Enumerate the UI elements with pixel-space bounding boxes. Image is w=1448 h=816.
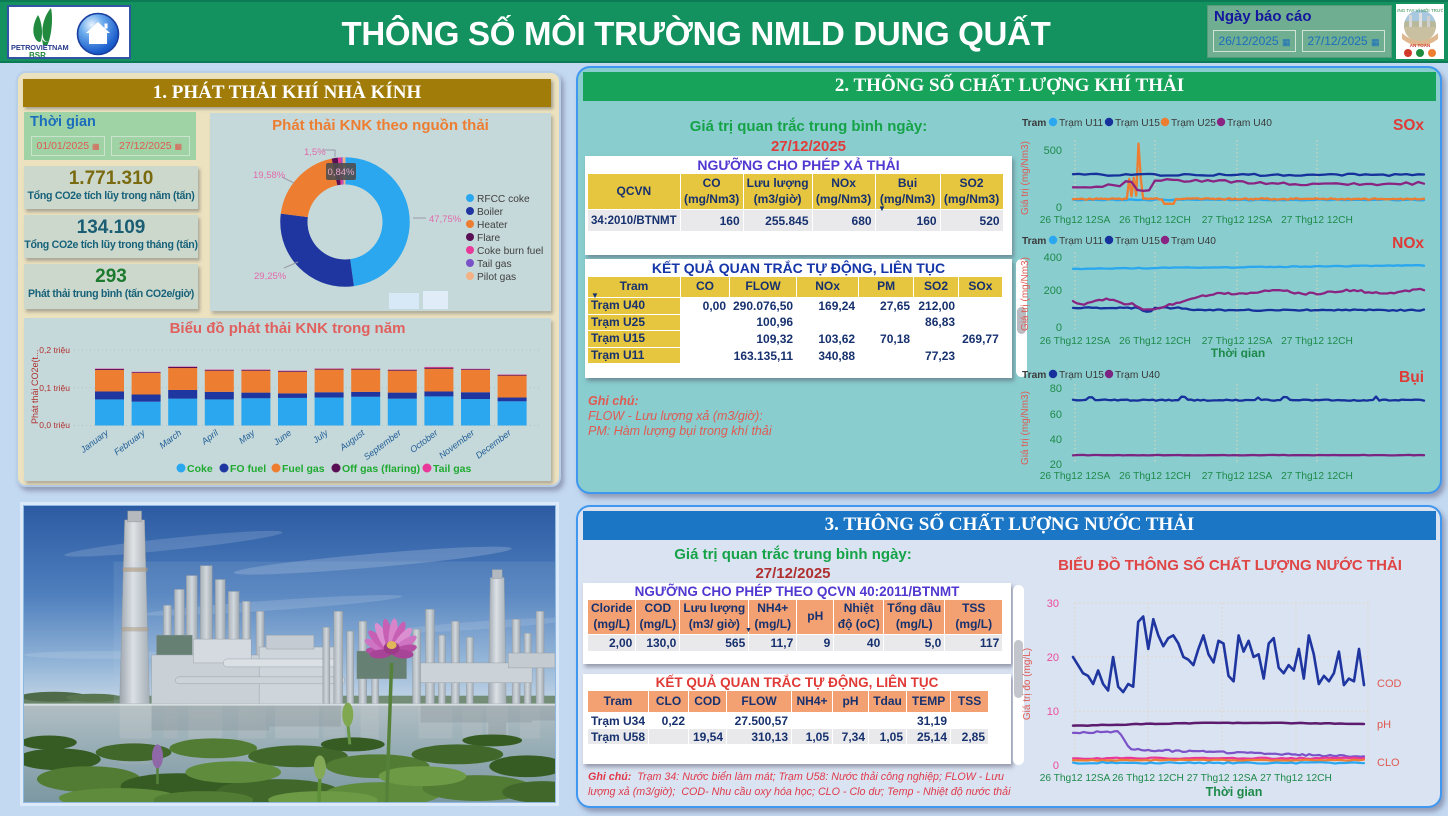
svg-text:September: September bbox=[362, 427, 404, 462]
svg-text:November: November bbox=[437, 427, 477, 461]
svg-text:CHUNG TAY VÌ MÔI TRƯỜNG: CHUNG TAY VÌ MÔI TRƯỜNG bbox=[1397, 7, 1443, 13]
svg-text:Boiler: Boiler bbox=[477, 207, 504, 218]
svg-text:20: 20 bbox=[1050, 459, 1062, 471]
svg-text:February: February bbox=[112, 427, 147, 457]
svg-text:Tram: Tram bbox=[1022, 236, 1046, 247]
svg-text:Trạm U25: Trạm U25 bbox=[1171, 118, 1216, 129]
svg-text:26 Thg12 12CH: 26 Thg12 12CH bbox=[1119, 215, 1191, 226]
svg-text:Giá trị (mg/Nm3): Giá trị (mg/Nm3) bbox=[1020, 391, 1031, 465]
svg-text:FO fuel: FO fuel bbox=[230, 463, 266, 475]
svg-text:Trạm U15: Trạm U15 bbox=[1059, 370, 1104, 381]
svg-text:40: 40 bbox=[1050, 434, 1062, 446]
svg-text:PETROVIETNAM: PETROVIETNAM bbox=[11, 43, 69, 52]
svg-text:Heater: Heater bbox=[477, 220, 508, 231]
svg-text:0: 0 bbox=[1056, 322, 1062, 334]
svg-text:Giá trị (mg/Nm3): Giá trị (mg/Nm3) bbox=[1020, 141, 1031, 215]
svg-text:Tail gas: Tail gas bbox=[433, 463, 471, 475]
svg-text:1,5%: 1,5% bbox=[304, 147, 326, 158]
svg-text:Fuel gas: Fuel gas bbox=[282, 463, 325, 475]
svg-text:27 Thg12 12CH: 27 Thg12 12CH bbox=[1281, 471, 1353, 482]
svg-text:0,2 triệu: 0,2 triệu bbox=[39, 345, 70, 355]
svg-text:December: December bbox=[474, 427, 514, 461]
svg-text:Pilot gas: Pilot gas bbox=[477, 272, 516, 283]
svg-text:60: 60 bbox=[1050, 409, 1062, 421]
svg-text:June: June bbox=[271, 428, 293, 448]
svg-text:April: April bbox=[199, 427, 221, 447]
svg-text:0: 0 bbox=[1056, 202, 1062, 214]
svg-text:26 Thg12 12CH: 26 Thg12 12CH bbox=[1112, 773, 1184, 784]
svg-text:400: 400 bbox=[1044, 252, 1062, 264]
svg-text:30: 30 bbox=[1047, 598, 1059, 610]
svg-text:26 Thg12 12SA: 26 Thg12 12SA bbox=[1040, 215, 1111, 226]
svg-text:October: October bbox=[408, 427, 440, 455]
svg-text:26 Thg12 12CH: 26 Thg12 12CH bbox=[1119, 471, 1191, 482]
svg-text:Trạm U11: Trạm U11 bbox=[1059, 118, 1103, 129]
svg-text:Phát thải CO2e(t...: Phát thải CO2e(t... bbox=[30, 349, 40, 424]
svg-text:27 Thg12 12SA: 27 Thg12 12SA bbox=[1187, 773, 1258, 784]
svg-text:26 Thg12 12CH: 26 Thg12 12CH bbox=[1119, 336, 1191, 347]
svg-text:Trạm U15: Trạm U15 bbox=[1115, 236, 1160, 247]
svg-text:200: 200 bbox=[1044, 285, 1062, 297]
svg-text:Off gas (flaring): Off gas (flaring) bbox=[342, 463, 420, 475]
svg-text:Thời gian: Thời gian bbox=[1211, 346, 1266, 358]
svg-text:Coke burn fuel: Coke burn fuel bbox=[477, 246, 543, 257]
svg-text:27 Thg12 12CH: 27 Thg12 12CH bbox=[1281, 336, 1353, 347]
svg-text:March: March bbox=[157, 428, 183, 451]
svg-text:Trạm U40: Trạm U40 bbox=[1171, 236, 1216, 247]
svg-text:Trạm U11: Trạm U11 bbox=[1059, 236, 1103, 247]
svg-text:27 Thg12 12SA: 27 Thg12 12SA bbox=[1202, 215, 1273, 226]
svg-text:27 Thg12 12SA: 27 Thg12 12SA bbox=[1202, 471, 1273, 482]
svg-text:BSR: BSR bbox=[29, 51, 46, 57]
svg-text:Tram: Tram bbox=[1022, 118, 1046, 129]
svg-text:Tram: Tram bbox=[1022, 370, 1046, 381]
svg-text:Giá trị (mg/Nm3): Giá trị (mg/Nm3) bbox=[1020, 257, 1031, 331]
svg-text:26 Thg12 12SA: 26 Thg12 12SA bbox=[1040, 336, 1111, 347]
svg-text:20: 20 bbox=[1047, 652, 1059, 664]
svg-text:Trạm U15: Trạm U15 bbox=[1115, 118, 1160, 129]
svg-text:500: 500 bbox=[1044, 145, 1062, 157]
svg-text:0,84%: 0,84% bbox=[328, 167, 355, 178]
svg-text:Trạm U40: Trạm U40 bbox=[1227, 118, 1272, 129]
svg-text:SOx: SOx bbox=[1393, 117, 1424, 134]
svg-text:26 Thg12 12SA: 26 Thg12 12SA bbox=[1040, 773, 1111, 784]
svg-text:27 Thg12 12CH: 27 Thg12 12CH bbox=[1260, 773, 1332, 784]
svg-text:AN TOÀN: AN TOÀN bbox=[1410, 42, 1430, 48]
svg-text:Tail gas: Tail gas bbox=[477, 259, 512, 270]
svg-text:19,58%: 19,58% bbox=[253, 170, 286, 181]
svg-text:29,25%: 29,25% bbox=[254, 271, 287, 282]
svg-text:CLO: CLO bbox=[1377, 757, 1400, 769]
svg-text:COD: COD bbox=[1377, 678, 1402, 690]
svg-text:0: 0 bbox=[1053, 760, 1059, 772]
svg-text:27 Thg12 12SA: 27 Thg12 12SA bbox=[1202, 336, 1273, 347]
svg-text:Giá trị đo (mg/L): Giá trị đo (mg/L) bbox=[1022, 648, 1033, 720]
svg-text:47,75%: 47,75% bbox=[429, 214, 462, 225]
svg-text:Thời gian: Thời gian bbox=[1206, 785, 1263, 799]
svg-text:Flare: Flare bbox=[477, 233, 501, 244]
svg-text:January: January bbox=[78, 427, 111, 455]
svg-text:80: 80 bbox=[1050, 383, 1062, 395]
svg-text:pH: pH bbox=[1377, 719, 1391, 731]
svg-text:0,0 triệu: 0,0 triệu bbox=[39, 420, 70, 430]
svg-text:July: July bbox=[310, 427, 330, 446]
svg-text:May: May bbox=[237, 427, 257, 446]
svg-text:NOx: NOx bbox=[1392, 235, 1424, 252]
svg-text:10: 10 bbox=[1047, 706, 1059, 718]
svg-text:August: August bbox=[337, 427, 367, 453]
svg-text:27 Thg12 12CH: 27 Thg12 12CH bbox=[1281, 215, 1353, 226]
svg-text:Trạm U40: Trạm U40 bbox=[1115, 370, 1160, 381]
svg-text:Bụi: Bụi bbox=[1399, 369, 1424, 386]
svg-text:RFCC coke: RFCC coke bbox=[477, 194, 530, 205]
svg-text:Coke: Coke bbox=[187, 463, 213, 475]
svg-text:0,1 triệu: 0,1 triệu bbox=[39, 383, 70, 393]
svg-text:26 Thg12 12SA: 26 Thg12 12SA bbox=[1040, 471, 1111, 482]
